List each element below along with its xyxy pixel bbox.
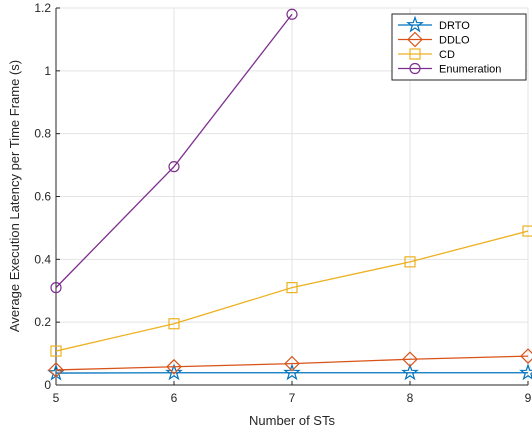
y-tick-label: 1.2 (34, 1, 51, 15)
legend-item-ddlo: DDLO (398, 31, 470, 48)
data-point-enumeration (286, 8, 298, 20)
data-point-ddlo (520, 348, 532, 364)
data-point-cd (404, 256, 416, 268)
legend-marker-ddlo (407, 31, 423, 48)
y-tick-label: 0.8 (34, 127, 51, 141)
legend-item-enumeration: Enumeration (398, 62, 501, 76)
legend-marker-drto (406, 15, 424, 33)
legend-label-cd: CD (439, 49, 455, 61)
data-point-drto (519, 363, 532, 381)
series-line-cd (55, 230, 529, 352)
tick-labels: 5 6 7 8 9 0 0.2 0.4 0.6 0.8 1 1.2 (34, 1, 531, 405)
y-tick-label: 0 (44, 378, 51, 392)
y-tick-label: 0.6 (34, 190, 51, 204)
legend-label-enumeration: Enumeration (439, 64, 501, 76)
legend-item-drto: DRTO (398, 15, 470, 33)
x-tick-label: 9 (525, 391, 532, 405)
legend: DRTO DDLO CD Enumeration (391, 13, 527, 81)
legend-item-cd: CD (398, 48, 455, 61)
x-tick-label: 6 (171, 391, 178, 405)
y-tick-label: 0.2 (34, 315, 51, 329)
data-point-cd (50, 345, 62, 357)
x-axis-label: Number of STs (249, 413, 335, 428)
legend-label-ddlo: DDLO (439, 35, 470, 47)
x-tick-label: 8 (407, 391, 414, 405)
data-point-enumeration (50, 282, 62, 294)
legend-marker-enumeration (409, 62, 421, 75)
series-cd (50, 225, 532, 357)
series-line-enumeration (55, 13, 293, 289)
y-tick-label: 0.4 (34, 252, 51, 266)
data-point-ddlo (48, 362, 64, 378)
data-point-ddlo (402, 351, 418, 368)
data-point-cd (286, 282, 298, 294)
y-axis-label: Average Execution Latency per Time Frame… (7, 60, 22, 332)
x-tick-label: 7 (289, 391, 296, 405)
series-ddlo (48, 348, 532, 378)
axes (55, 7, 529, 386)
series-drto (47, 363, 532, 381)
series-line-ddlo (55, 355, 529, 371)
data-point-enumeration (168, 161, 180, 173)
data-point-drto (165, 363, 183, 381)
data-point-ddlo (284, 355, 300, 372)
data-point-drto (401, 363, 419, 381)
data-point-ddlo (166, 358, 182, 375)
legend-label-drto: DRTO (439, 20, 470, 32)
series-layer (47, 8, 532, 381)
x-tick-label: 5 (53, 391, 60, 405)
data-point-drto (47, 363, 65, 381)
data-point-drto (283, 363, 301, 381)
data-point-cd (522, 225, 532, 237)
legend-marker-cd (409, 48, 421, 60)
data-point-cd (168, 318, 180, 330)
series-enumeration (50, 8, 298, 294)
y-tick-label: 1 (44, 64, 51, 78)
